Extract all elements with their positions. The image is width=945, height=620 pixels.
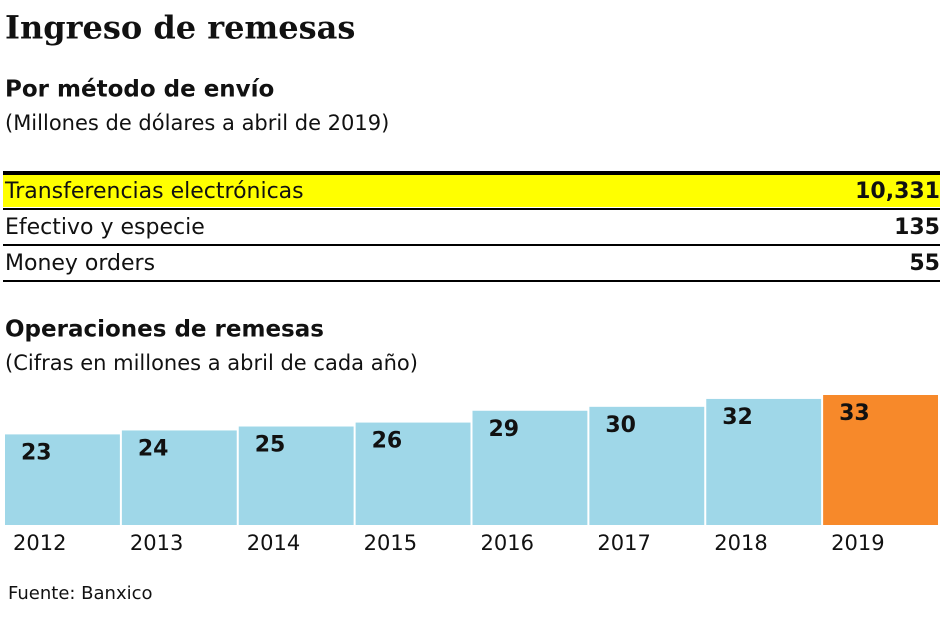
table-heading: Por método de envío <box>5 77 274 103</box>
bar <box>472 410 588 525</box>
row-label: Money orders <box>5 251 155 276</box>
value-label: 32 <box>722 405 753 430</box>
value-label: 26 <box>372 429 403 454</box>
value-label: 25 <box>255 433 286 458</box>
table-note: (Millones de dólares a abril de 2019) <box>5 111 389 135</box>
bar <box>706 398 822 525</box>
value-label: 23 <box>21 440 52 465</box>
bar <box>238 426 354 525</box>
x-tick-label: 2014 <box>247 531 300 555</box>
x-tick-label: 2015 <box>364 531 417 555</box>
value-label: 29 <box>489 417 520 442</box>
chart-title: Operaciones de remesas <box>5 317 324 343</box>
row-label: Transferencias electrónicas <box>4 179 304 204</box>
bar <box>121 430 237 525</box>
row-value: 10,331 <box>855 179 940 204</box>
bar <box>823 395 938 525</box>
value-label: 33 <box>839 401 870 426</box>
x-tick-label: 2012 <box>13 531 66 555</box>
row-value: 55 <box>909 251 940 276</box>
x-tick-label: 2016 <box>481 531 534 555</box>
row-label: Efectivo y especie <box>5 215 205 240</box>
bar <box>5 434 120 525</box>
x-tick-label: 2019 <box>831 531 884 555</box>
x-tick-label: 2017 <box>597 531 650 555</box>
x-tick-label: 2018 <box>714 531 767 555</box>
row-value: 135 <box>894 215 940 240</box>
value-label: 24 <box>138 436 169 461</box>
source: Fuente: Banxico <box>8 583 153 604</box>
bar <box>589 406 705 525</box>
bar <box>355 422 471 525</box>
x-tick-label: 2013 <box>130 531 183 555</box>
title: Ingreso de remesas <box>5 9 355 47</box>
chart-subtitle: (Cifras en millones a abril de cada año) <box>5 351 418 375</box>
value-label: 30 <box>605 413 636 438</box>
row-highlight <box>3 175 940 207</box>
